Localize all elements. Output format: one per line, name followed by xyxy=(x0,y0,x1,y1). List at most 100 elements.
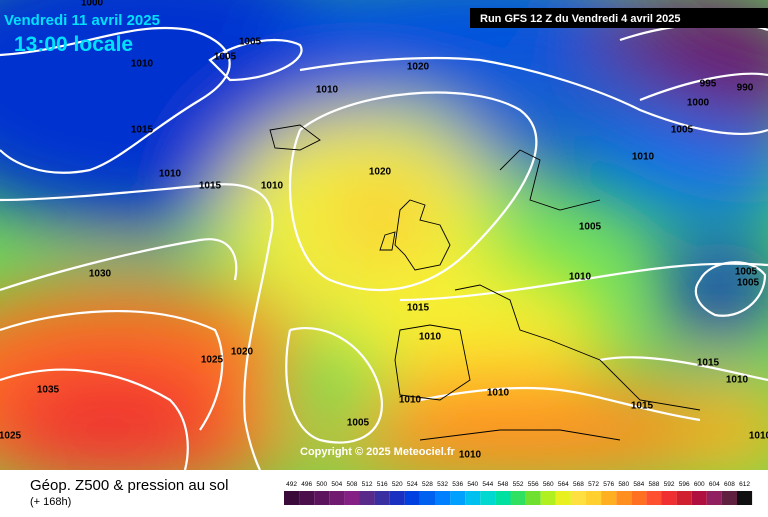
isobar-label: 1005 xyxy=(737,278,760,289)
isobar-label: 1010 xyxy=(419,332,442,343)
colorbar-swatch xyxy=(616,491,632,505)
colorbar-label: 544 xyxy=(482,481,493,488)
valid-date: Vendredi 11 avril 2025 xyxy=(4,12,160,29)
colorbar-swatch xyxy=(525,491,541,505)
isobar-label: 1010 xyxy=(749,431,768,442)
isobar-label: 1010 xyxy=(261,181,284,192)
colorbar-swatch xyxy=(374,491,390,505)
footer-lead: (+ 168h) xyxy=(30,496,71,508)
isobars xyxy=(0,22,768,470)
isobar-label: 1010 xyxy=(131,59,154,70)
isobar-label: 1000 xyxy=(81,0,104,9)
colorbar-swatch xyxy=(404,491,420,505)
colorbar-label: 600 xyxy=(694,481,705,488)
colorbar-label: 520 xyxy=(392,481,403,488)
colorbar-swatch xyxy=(570,491,586,505)
colorbar-swatch xyxy=(450,491,466,505)
colorbar-swatch xyxy=(284,491,300,505)
colorbar-label: 496 xyxy=(301,481,312,488)
colorbar-swatch xyxy=(661,491,677,505)
colorbar-swatch xyxy=(344,491,360,505)
isobar-label: 1000 xyxy=(687,98,710,109)
isobar-label: 1035 xyxy=(37,385,60,396)
isobar-label: 1005 xyxy=(347,418,370,429)
colorbar-label: 592 xyxy=(664,481,675,488)
isobar-label: 1010 xyxy=(487,388,510,399)
isobar-label: 1025 xyxy=(201,355,224,366)
colorbar-swatch xyxy=(706,491,722,505)
colorbar-swatch xyxy=(480,491,496,505)
colorbar-label: 508 xyxy=(347,481,358,488)
colorbar-label: 540 xyxy=(467,481,478,488)
colorbar-label: 572 xyxy=(588,481,599,488)
colorbar-swatch xyxy=(540,491,556,505)
colorbar-label: 528 xyxy=(422,481,433,488)
colorbar-label: 576 xyxy=(603,481,614,488)
valid-time: 13:00 locale xyxy=(14,33,133,56)
isobar-label: 1010 xyxy=(399,395,422,406)
colorbar-swatch xyxy=(586,491,602,505)
colorbar-label: 516 xyxy=(377,481,388,488)
isobar-label: 1010 xyxy=(316,85,339,96)
colorbar: 492 496 500 504 508 512 516 520 524 528 532 536 540 5… xyxy=(284,481,753,505)
isobar-label: 1005 xyxy=(671,125,694,136)
colorbar-label: 568 xyxy=(573,481,584,488)
colorbar-label: 524 xyxy=(407,481,418,488)
colorbar-swatch xyxy=(314,491,330,505)
colorbar-swatch xyxy=(419,491,435,505)
colorbar-label: 580 xyxy=(618,481,629,488)
colorbar-label: 500 xyxy=(316,481,327,488)
coastlines xyxy=(269,124,701,441)
isobar-label: 1005 xyxy=(214,52,237,63)
isobar-label: 990 xyxy=(737,83,754,94)
colorbar-swatch xyxy=(495,491,511,505)
isobar-label: 1005 xyxy=(579,222,602,233)
colorbar-label: 604 xyxy=(709,481,720,488)
colorbar-swatch xyxy=(465,491,481,505)
isobar-label: 1020 xyxy=(231,347,254,358)
footer-title: Géop. Z500 & pression au sol xyxy=(30,477,228,494)
isobar-label: 995 xyxy=(700,79,717,90)
colorbar-label: 552 xyxy=(513,481,524,488)
colorbar-label: 560 xyxy=(543,481,554,488)
isobar-label: 1020 xyxy=(369,167,392,178)
isobar-label: 1010 xyxy=(569,272,592,283)
colorbar-label: 492 xyxy=(286,481,297,488)
colorbar-label: 556 xyxy=(528,481,539,488)
colorbar-swatch xyxy=(691,491,707,505)
colorbar-swatch xyxy=(555,491,571,505)
colorbar-swatch xyxy=(676,491,692,505)
colorbar-label: 536 xyxy=(452,481,463,488)
isobar-label: 1030 xyxy=(89,269,112,280)
colorbar-swatch xyxy=(510,491,526,505)
isobar-label: 1010 xyxy=(159,169,182,180)
colorbar-label: 564 xyxy=(558,481,569,488)
colorbar-label: 596 xyxy=(679,481,690,488)
isobar-label: 1005 xyxy=(735,267,758,278)
isobar-label: 1025 xyxy=(0,431,22,442)
colorbar-swatch xyxy=(721,491,737,505)
colorbar-swatch xyxy=(299,491,315,505)
run-box xyxy=(470,8,768,28)
colorbar-swatch xyxy=(359,491,375,505)
isobar-label: 1015 xyxy=(199,181,222,192)
colorbar-label: 512 xyxy=(362,481,373,488)
isobar-label: 1015 xyxy=(631,401,654,412)
isobar-label: 1015 xyxy=(697,358,720,369)
colorbar-label: 532 xyxy=(437,481,448,488)
copyright: Copyright © 2025 Meteociel.fr xyxy=(300,446,456,458)
colorbar-label: 504 xyxy=(331,481,342,488)
isobar-label: 1010 xyxy=(632,152,655,163)
isobar-label: 1020 xyxy=(407,62,430,73)
isobar-label: 1005 xyxy=(239,37,262,48)
colorbar-swatch xyxy=(435,491,451,505)
run-info: Run GFS 12 Z du Vendredi 4 avril 2025 xyxy=(480,13,681,25)
map-field xyxy=(0,0,768,470)
colorbar-swatch xyxy=(646,491,662,505)
colorbar-swatch xyxy=(737,491,753,505)
colorbar-label: 584 xyxy=(633,481,644,488)
isobar-label: 1015 xyxy=(131,125,154,136)
colorbar-label: 588 xyxy=(649,481,660,488)
